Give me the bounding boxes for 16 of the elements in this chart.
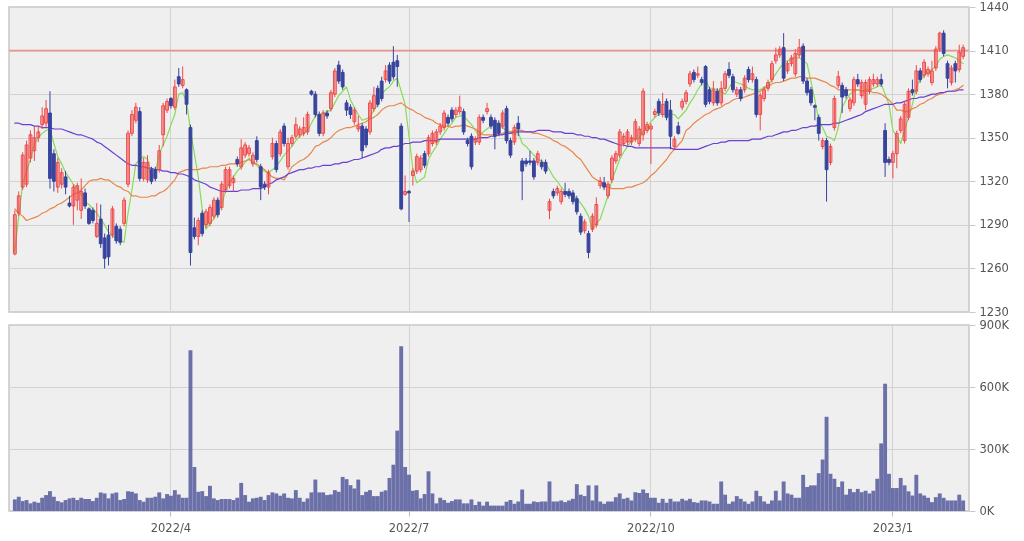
- y-tick-label: 1230: [979, 304, 1009, 319]
- y-tick-label: 1440: [979, 0, 1009, 14]
- x-tick-label: 2022/4: [150, 520, 192, 535]
- y-tick-label: 300K: [979, 441, 1010, 456]
- y-tick-label: 1320: [979, 173, 1009, 188]
- x-tick-label: 2023/1: [872, 520, 914, 535]
- x-tick-label: 2022/10: [627, 520, 675, 535]
- y-tick-label: 1350: [979, 130, 1009, 145]
- y-tick-label: 1290: [979, 217, 1009, 232]
- y-tick-label: 0K: [979, 503, 995, 518]
- x-tick-label: 2022/7: [388, 520, 430, 535]
- y-tick-label: 1380: [979, 86, 1009, 101]
- y-tick-label: 1410: [979, 43, 1009, 58]
- y-tick-label: 1260: [979, 260, 1009, 275]
- y-tick-label: 900K: [979, 317, 1010, 332]
- y-tick-label: 600K: [979, 379, 1010, 394]
